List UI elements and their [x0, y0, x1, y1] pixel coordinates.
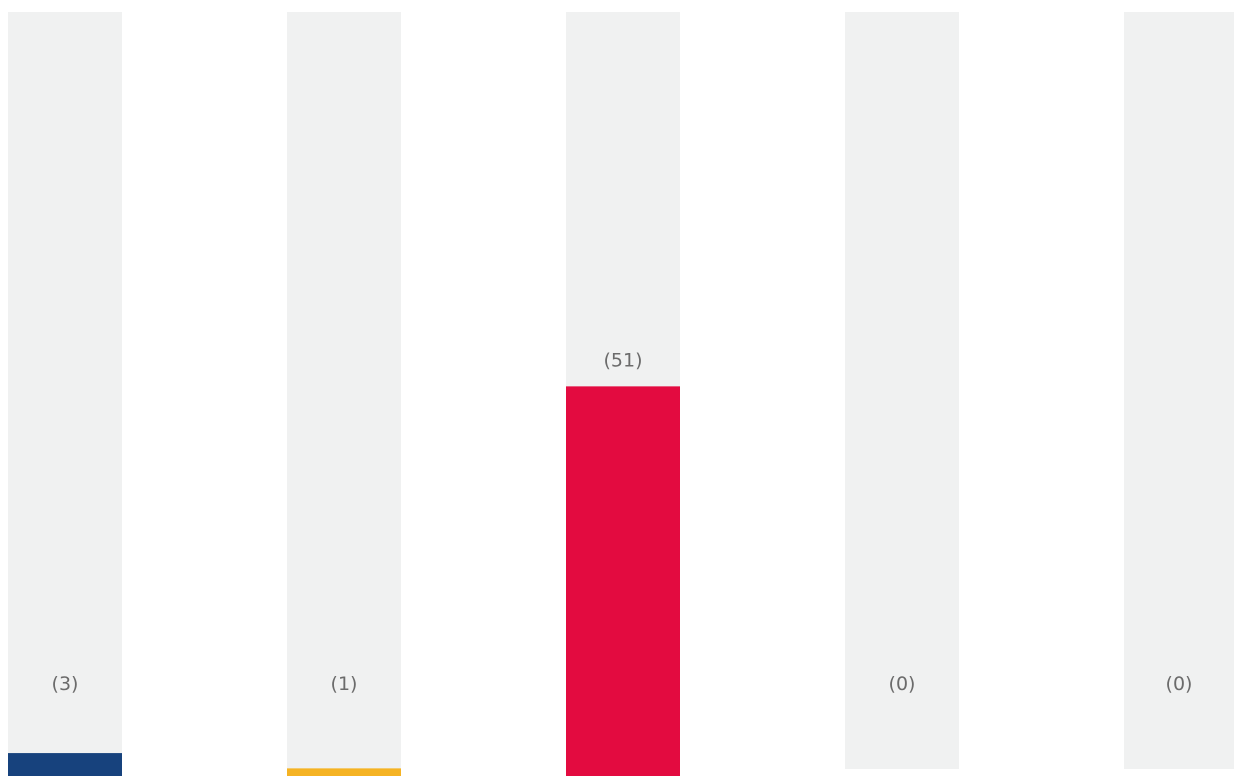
- bar: [287, 768, 401, 776]
- bar-group-3: (51): [566, 12, 680, 776]
- bar-track: [8, 12, 122, 776]
- bar-group-1: (3): [8, 12, 122, 776]
- bar: [566, 386, 680, 776]
- bar-group-2: (1): [287, 12, 401, 776]
- bar: [8, 753, 122, 776]
- bar-value-label: (0): [1166, 673, 1193, 695]
- bar-group-5: (0): [1124, 12, 1234, 769]
- bar-value-label: (51): [603, 349, 642, 371]
- bar-value-label: (0): [889, 673, 916, 695]
- bar-value-label: (1): [331, 673, 358, 695]
- bar-group-4: (0): [845, 12, 959, 769]
- bar-value-label: (3): [52, 673, 79, 695]
- bar-track: [287, 12, 401, 776]
- bar-track: [1124, 12, 1234, 769]
- bar-track: [845, 12, 959, 769]
